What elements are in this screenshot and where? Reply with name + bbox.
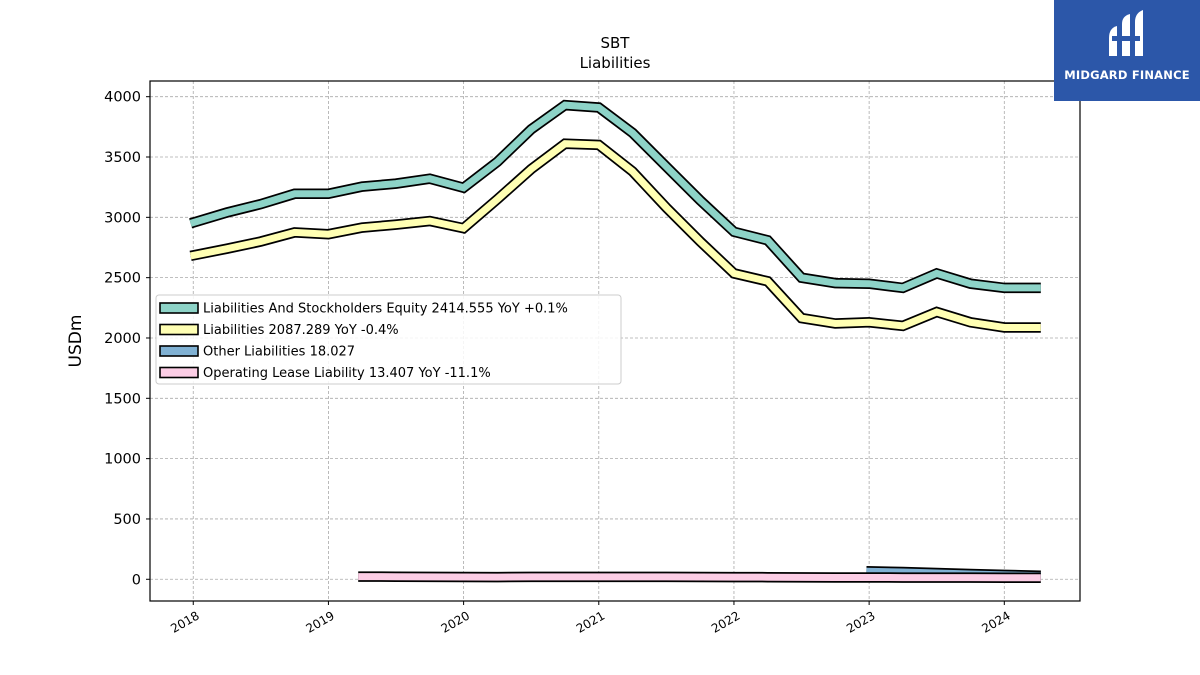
y-tick-label: 3500 <box>104 150 141 166</box>
x-axis: 2018 2019 2020 2021 2022 2023 2024 <box>168 601 1013 636</box>
midgard-logo-icon <box>1109 10 1143 56</box>
y-tick-label: 2000 <box>104 331 141 347</box>
legend-box <box>155 294 622 385</box>
series-3 <box>358 571 1041 583</box>
y-tick-label: 4000 <box>104 90 141 106</box>
chart-subtitle: Liabilities <box>580 54 651 72</box>
y-tick-label: 0 <box>132 572 141 588</box>
y-tick-label: 500 <box>113 512 141 528</box>
x-tick-label: 2023 <box>844 608 877 635</box>
legend-label: Operating Lease Liability 13.407 YoY -11… <box>203 366 491 381</box>
chart-title: SBT <box>601 34 631 52</box>
series-line <box>189 140 1041 331</box>
series-line <box>189 101 1041 292</box>
y-tick-label: 1500 <box>104 391 141 407</box>
x-tick-label: 2022 <box>709 608 742 635</box>
legend: Liabilities And Stockholders Equity 2414… <box>155 294 622 385</box>
series-1 <box>189 138 1041 333</box>
x-tick-label: 2018 <box>168 608 201 635</box>
legend-swatch <box>159 302 199 314</box>
brand-logo: MIDGARD FINANCE <box>1054 0 1200 101</box>
y-tick-label: 2500 <box>104 271 141 287</box>
legend-label: Other Liabilities 18.027 <box>203 345 355 360</box>
y-axis-label: USDm <box>66 315 86 368</box>
y-tick-label: 1000 <box>104 452 141 468</box>
series-0 <box>189 99 1041 294</box>
series-line <box>358 573 1041 582</box>
x-tick-label: 2019 <box>303 608 336 635</box>
legend-swatch <box>159 366 199 379</box>
plot-frame <box>149 80 1081 602</box>
x-tick-label: 2021 <box>574 608 607 635</box>
x-tick-label: 2024 <box>979 608 1012 635</box>
legend-swatch <box>159 345 199 357</box>
legend-label: Liabilities 2087.289 YoY -0.4% <box>203 323 399 338</box>
legend-swatch <box>159 323 199 336</box>
brand-name: MIDGARD FINANCE <box>1064 68 1190 82</box>
x-tick-label: 2020 <box>439 608 472 635</box>
legend-label: Liabilities And Stockholders Equity 2414… <box>203 302 568 317</box>
y-tick-label: 3000 <box>104 210 141 226</box>
series-layer <box>189 99 1041 583</box>
y-axis: 0 500 1000 1500 2000 2500 3000 3500 4000 <box>104 90 150 588</box>
